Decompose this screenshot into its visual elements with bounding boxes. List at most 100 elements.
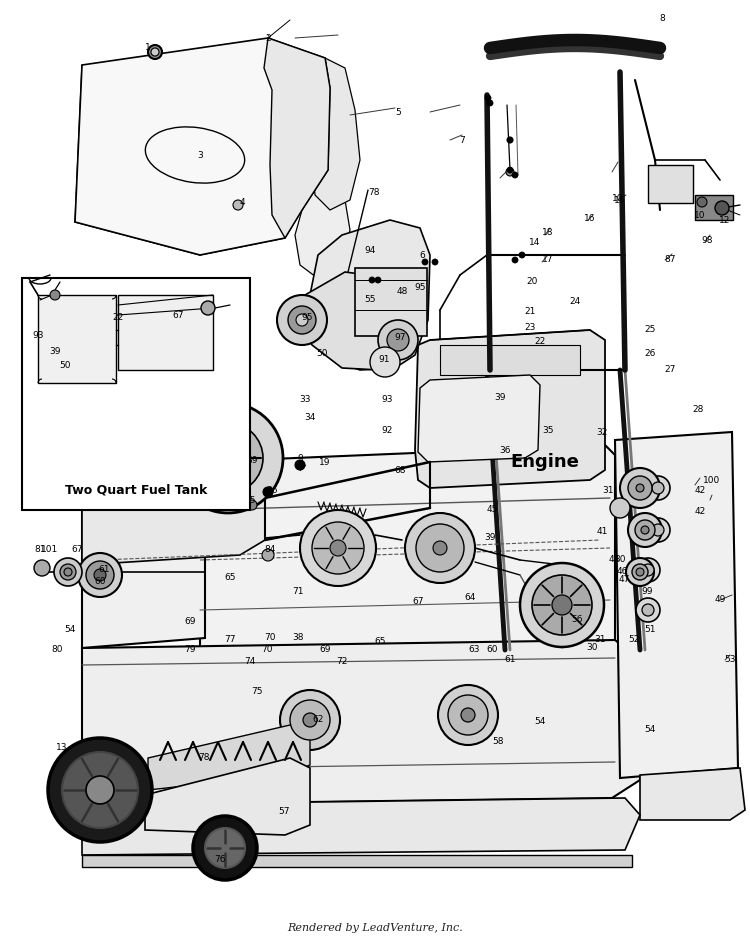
Text: 74: 74 bbox=[244, 658, 256, 666]
Circle shape bbox=[193, 423, 263, 493]
Text: 47: 47 bbox=[618, 576, 630, 584]
Circle shape bbox=[487, 100, 493, 106]
Circle shape bbox=[295, 460, 305, 470]
Circle shape bbox=[405, 513, 475, 583]
Text: 81: 81 bbox=[34, 546, 46, 554]
Text: 93: 93 bbox=[381, 395, 393, 405]
Text: 99: 99 bbox=[641, 587, 652, 597]
Circle shape bbox=[507, 137, 513, 143]
Circle shape bbox=[233, 200, 243, 210]
Polygon shape bbox=[82, 462, 265, 565]
Circle shape bbox=[636, 568, 644, 576]
Circle shape bbox=[330, 540, 346, 556]
Circle shape bbox=[652, 482, 664, 494]
Text: 24: 24 bbox=[569, 297, 580, 307]
Circle shape bbox=[375, 277, 381, 283]
Circle shape bbox=[290, 700, 330, 740]
Circle shape bbox=[300, 510, 376, 586]
Text: 12: 12 bbox=[719, 215, 730, 225]
Text: 93: 93 bbox=[32, 330, 44, 340]
Text: 35: 35 bbox=[542, 425, 554, 435]
Text: 65: 65 bbox=[224, 572, 236, 582]
Circle shape bbox=[422, 259, 428, 265]
Text: 38: 38 bbox=[292, 632, 304, 642]
Text: 69: 69 bbox=[184, 617, 196, 627]
Text: 78: 78 bbox=[368, 187, 380, 197]
Text: 61: 61 bbox=[98, 566, 109, 575]
Circle shape bbox=[620, 468, 660, 508]
Text: 39: 39 bbox=[484, 533, 496, 541]
Text: 95: 95 bbox=[302, 312, 313, 322]
Polygon shape bbox=[300, 272, 408, 370]
Text: 87: 87 bbox=[664, 256, 676, 264]
Text: 62: 62 bbox=[312, 715, 324, 725]
Text: 10: 10 bbox=[612, 194, 624, 202]
Circle shape bbox=[610, 498, 630, 518]
Circle shape bbox=[636, 598, 660, 622]
Circle shape bbox=[416, 524, 464, 572]
Text: 23: 23 bbox=[524, 323, 536, 331]
Circle shape bbox=[438, 685, 498, 745]
Text: 15: 15 bbox=[614, 196, 626, 204]
Circle shape bbox=[652, 524, 664, 536]
Circle shape bbox=[378, 320, 418, 360]
Polygon shape bbox=[640, 768, 745, 820]
Text: 69: 69 bbox=[320, 646, 331, 655]
Text: 22: 22 bbox=[534, 338, 545, 346]
Text: 84: 84 bbox=[264, 546, 276, 554]
Circle shape bbox=[512, 172, 518, 178]
Text: 26: 26 bbox=[644, 349, 656, 359]
Circle shape bbox=[277, 295, 327, 345]
Text: 7: 7 bbox=[459, 136, 465, 145]
Text: 89: 89 bbox=[246, 455, 258, 465]
Text: 9: 9 bbox=[297, 454, 303, 462]
Circle shape bbox=[78, 553, 122, 597]
Text: 86: 86 bbox=[266, 486, 278, 495]
Text: 42: 42 bbox=[694, 507, 706, 517]
Text: 31: 31 bbox=[594, 635, 606, 645]
Text: 67: 67 bbox=[172, 311, 184, 320]
Bar bbox=[38, 295, 116, 383]
Text: 54: 54 bbox=[534, 717, 546, 726]
Circle shape bbox=[485, 95, 491, 101]
Text: 3: 3 bbox=[197, 151, 202, 160]
Text: 57: 57 bbox=[278, 807, 290, 817]
Circle shape bbox=[263, 487, 273, 497]
Circle shape bbox=[715, 201, 729, 215]
Polygon shape bbox=[415, 330, 605, 488]
Circle shape bbox=[461, 708, 475, 722]
Text: 67: 67 bbox=[413, 598, 424, 607]
Circle shape bbox=[288, 306, 316, 334]
Text: 71: 71 bbox=[292, 587, 304, 597]
Text: 65: 65 bbox=[374, 637, 386, 646]
Circle shape bbox=[507, 167, 513, 173]
Circle shape bbox=[60, 564, 76, 580]
Text: 72: 72 bbox=[336, 658, 348, 666]
Polygon shape bbox=[82, 462, 205, 648]
Text: 28: 28 bbox=[692, 406, 703, 414]
Text: 1: 1 bbox=[146, 42, 151, 52]
Text: 33: 33 bbox=[299, 395, 310, 405]
Text: 70: 70 bbox=[261, 646, 273, 655]
Bar bbox=[22, 278, 250, 510]
Text: 30: 30 bbox=[586, 644, 598, 652]
Circle shape bbox=[636, 484, 644, 492]
Polygon shape bbox=[148, 725, 310, 790]
Text: 42: 42 bbox=[694, 486, 706, 495]
Polygon shape bbox=[418, 375, 540, 462]
Circle shape bbox=[632, 564, 648, 580]
Text: 76: 76 bbox=[214, 855, 226, 865]
Circle shape bbox=[151, 48, 159, 56]
Text: 16: 16 bbox=[584, 214, 596, 222]
Circle shape bbox=[646, 518, 670, 542]
Circle shape bbox=[552, 595, 572, 615]
Circle shape bbox=[697, 197, 707, 207]
Text: 101: 101 bbox=[41, 546, 58, 554]
Circle shape bbox=[387, 329, 409, 351]
Text: 27: 27 bbox=[664, 365, 676, 375]
Text: 52: 52 bbox=[628, 635, 640, 645]
Circle shape bbox=[54, 558, 82, 586]
Text: 95: 95 bbox=[414, 282, 426, 292]
Circle shape bbox=[280, 690, 340, 750]
Text: 94: 94 bbox=[364, 246, 376, 254]
